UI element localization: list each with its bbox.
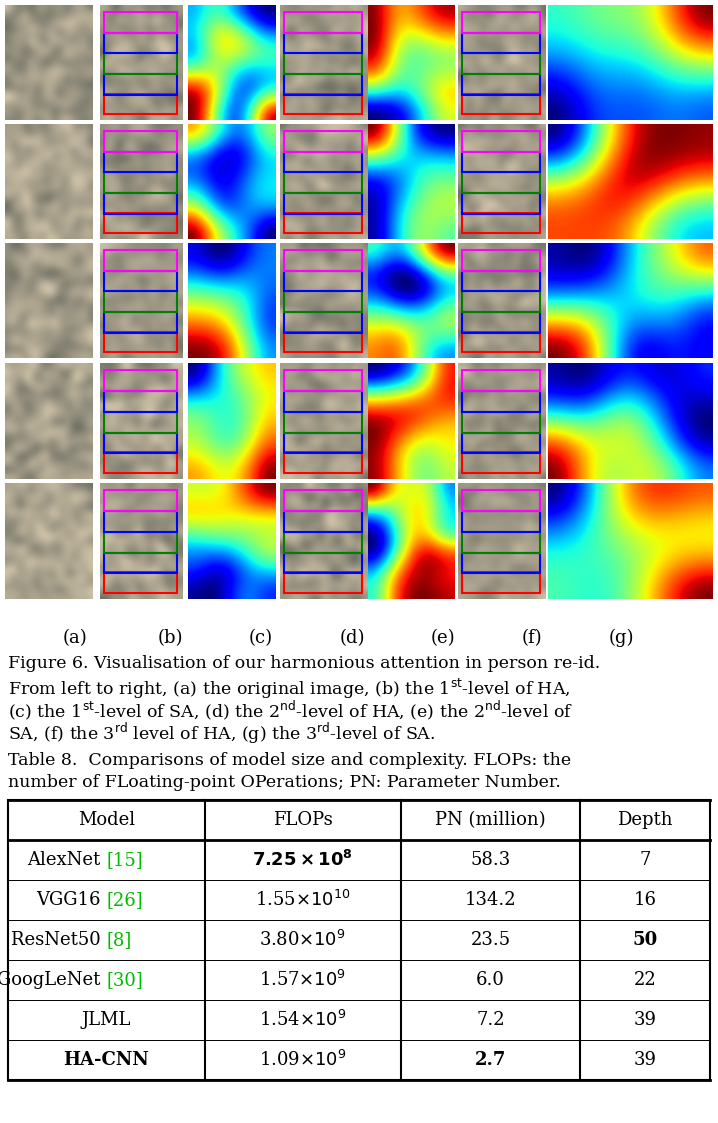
- Text: Table 8.  Comparisons of model size and complexity. FLOPs: the: Table 8. Comparisons of model size and c…: [8, 752, 571, 769]
- Text: VGG16: VGG16: [36, 891, 106, 909]
- Text: (c) the 1$^\mathrm{st}$-level of SA, (d) the 2$^\mathrm{nd}$-level of HA, (e) th: (c) the 1$^\mathrm{st}$-level of SA, (d)…: [8, 699, 573, 722]
- Text: (e): (e): [431, 629, 455, 647]
- Text: 22: 22: [634, 971, 656, 989]
- Text: 39: 39: [633, 1011, 656, 1029]
- Text: (f): (f): [522, 629, 542, 647]
- Text: 1.09$\times10^{9}$: 1.09$\times10^{9}$: [259, 1050, 347, 1070]
- Text: [15]: [15]: [106, 851, 143, 869]
- Text: 39: 39: [633, 1051, 656, 1069]
- Text: (b): (b): [157, 629, 183, 647]
- Text: 58.3: 58.3: [470, 851, 510, 869]
- Text: (a): (a): [62, 629, 88, 647]
- Text: 50: 50: [633, 931, 658, 949]
- Text: 7.2: 7.2: [476, 1011, 505, 1029]
- Text: JLML: JLML: [82, 1011, 131, 1029]
- Text: $\mathbf{7.25\times10^{8}}$: $\mathbf{7.25\times10^{8}}$: [252, 850, 353, 870]
- Text: 2.7: 2.7: [475, 1051, 506, 1069]
- Text: [30]: [30]: [106, 971, 143, 989]
- Text: Figure 6. Visualisation of our harmonious attention in person re-id.: Figure 6. Visualisation of our harmoniou…: [8, 655, 600, 672]
- Text: HA-CNN: HA-CNN: [63, 1051, 149, 1069]
- Text: PN (million): PN (million): [435, 811, 546, 829]
- Text: 1.55$\times10^{10}$: 1.55$\times10^{10}$: [255, 889, 350, 910]
- Text: 6.0: 6.0: [476, 971, 505, 989]
- Text: 1.54$\times10^{9}$: 1.54$\times10^{9}$: [259, 1010, 347, 1030]
- Text: (d): (d): [339, 629, 365, 647]
- Text: 23.5: 23.5: [470, 931, 510, 949]
- Text: [8]: [8]: [106, 931, 131, 949]
- Text: 1.57$\times10^{9}$: 1.57$\times10^{9}$: [259, 970, 346, 990]
- Text: (c): (c): [249, 629, 273, 647]
- Text: Depth: Depth: [617, 811, 673, 829]
- Text: 134.2: 134.2: [465, 891, 516, 909]
- Text: AlexNet: AlexNet: [27, 851, 106, 869]
- Text: Model: Model: [78, 811, 135, 829]
- Bar: [8, 800, 710, 1080]
- Text: [26]: [26]: [106, 891, 143, 909]
- Text: SA, (f) the 3$^\mathrm{rd}$ level of HA, (g) the 3$^\mathrm{rd}$-level of SA.: SA, (f) the 3$^\mathrm{rd}$ level of HA,…: [8, 721, 435, 746]
- Text: (g): (g): [608, 629, 634, 647]
- Text: From left to right, (a) the original image, (b) the 1$^\mathrm{st}$-level of HA,: From left to right, (a) the original ima…: [8, 677, 570, 701]
- Text: ResNet50: ResNet50: [11, 931, 106, 949]
- Text: FLOPs: FLOPs: [273, 811, 332, 829]
- Text: GoogLeNet: GoogLeNet: [0, 971, 106, 989]
- Text: 7: 7: [639, 851, 651, 869]
- Text: number of FLoating-point OPerations; PN: Parameter Number.: number of FLoating-point OPerations; PN:…: [8, 774, 561, 791]
- Text: 3.80$\times10^{9}$: 3.80$\times10^{9}$: [259, 930, 346, 950]
- Text: 16: 16: [633, 891, 656, 909]
